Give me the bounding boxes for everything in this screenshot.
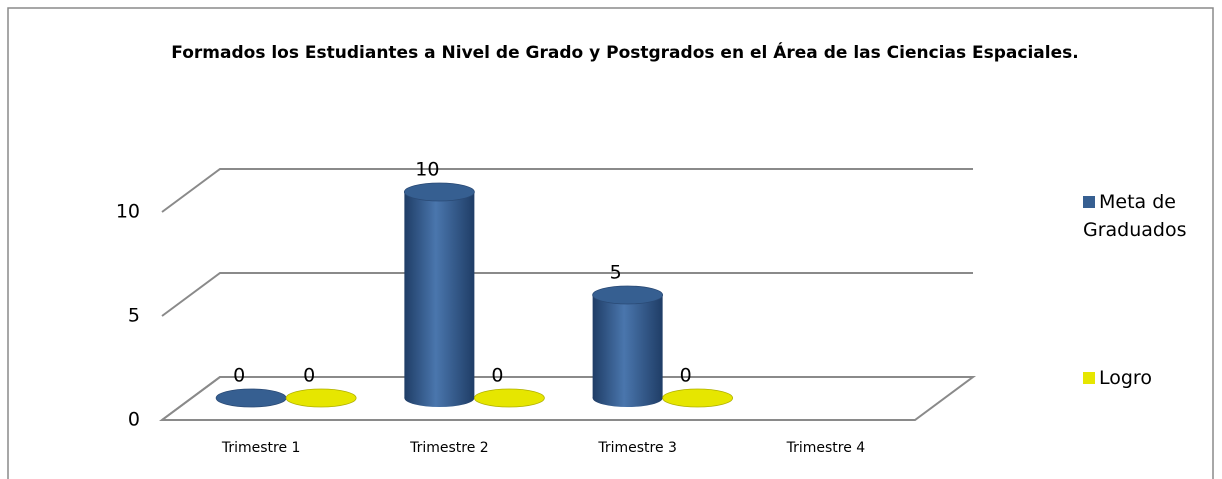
data-label: 0 xyxy=(233,365,245,387)
x-tick-label: Trimestre 2 xyxy=(409,440,489,456)
legend-swatch xyxy=(1083,372,1095,384)
y-tick-label: 10 xyxy=(116,201,140,223)
x-tick-label: Trimestre 3 xyxy=(597,440,677,456)
data-label: 10 xyxy=(415,159,439,181)
legend-swatch xyxy=(1083,196,1095,208)
chart-border xyxy=(7,7,1214,479)
bar xyxy=(404,192,475,398)
legend-item: Logro xyxy=(1083,364,1218,392)
x-tick-label: Trimestre 1 xyxy=(221,440,301,456)
bar-top xyxy=(403,182,475,202)
data-label: 0 xyxy=(303,365,315,387)
chart-title: Formados los Estudiantes a Nivel de Grad… xyxy=(171,43,1079,63)
y-tick-label: 0 xyxy=(128,409,140,431)
grid-line xyxy=(161,376,973,421)
data-label: 0 xyxy=(491,365,503,387)
x-tick-label: Trimestre 4 xyxy=(786,440,866,456)
bar-top xyxy=(215,388,287,408)
grid-line xyxy=(161,168,973,213)
legend-label: Logro xyxy=(1099,367,1152,389)
bar xyxy=(592,295,663,398)
legend-label: Meta de Graduados xyxy=(1083,191,1187,241)
bar-top xyxy=(592,285,664,305)
grid-line xyxy=(161,272,973,317)
bar-top xyxy=(473,388,545,408)
bar-top xyxy=(662,388,734,408)
legend-item: Meta de Graduados xyxy=(1083,188,1218,244)
y-tick-label: 5 xyxy=(128,305,140,327)
data-label: 5 xyxy=(610,262,622,284)
data-label: 0 xyxy=(680,365,692,387)
bar-top xyxy=(285,388,357,408)
